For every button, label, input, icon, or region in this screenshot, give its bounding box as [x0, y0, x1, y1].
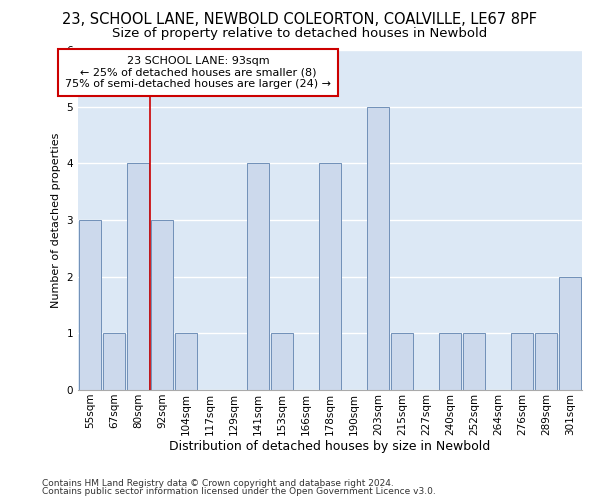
Bar — [271, 334, 293, 390]
Bar — [559, 276, 581, 390]
Bar — [319, 164, 341, 390]
Bar — [535, 334, 557, 390]
Bar — [439, 334, 461, 390]
Text: Contains HM Land Registry data © Crown copyright and database right 2024.: Contains HM Land Registry data © Crown c… — [42, 478, 394, 488]
Text: Size of property relative to detached houses in Newbold: Size of property relative to detached ho… — [112, 28, 488, 40]
Bar — [511, 334, 533, 390]
Bar — [79, 220, 101, 390]
Bar — [127, 164, 149, 390]
Bar — [391, 334, 413, 390]
Bar — [151, 220, 173, 390]
Text: Contains public sector information licensed under the Open Government Licence v3: Contains public sector information licen… — [42, 487, 436, 496]
Bar — [175, 334, 197, 390]
Y-axis label: Number of detached properties: Number of detached properties — [51, 132, 61, 308]
Bar — [103, 334, 125, 390]
X-axis label: Distribution of detached houses by size in Newbold: Distribution of detached houses by size … — [169, 440, 491, 454]
Bar — [367, 106, 389, 390]
Text: 23, SCHOOL LANE, NEWBOLD COLEORTON, COALVILLE, LE67 8PF: 23, SCHOOL LANE, NEWBOLD COLEORTON, COAL… — [62, 12, 538, 28]
Bar — [247, 164, 269, 390]
Text: 23 SCHOOL LANE: 93sqm
← 25% of detached houses are smaller (8)
75% of semi-detac: 23 SCHOOL LANE: 93sqm ← 25% of detached … — [65, 56, 331, 90]
Bar — [463, 334, 485, 390]
